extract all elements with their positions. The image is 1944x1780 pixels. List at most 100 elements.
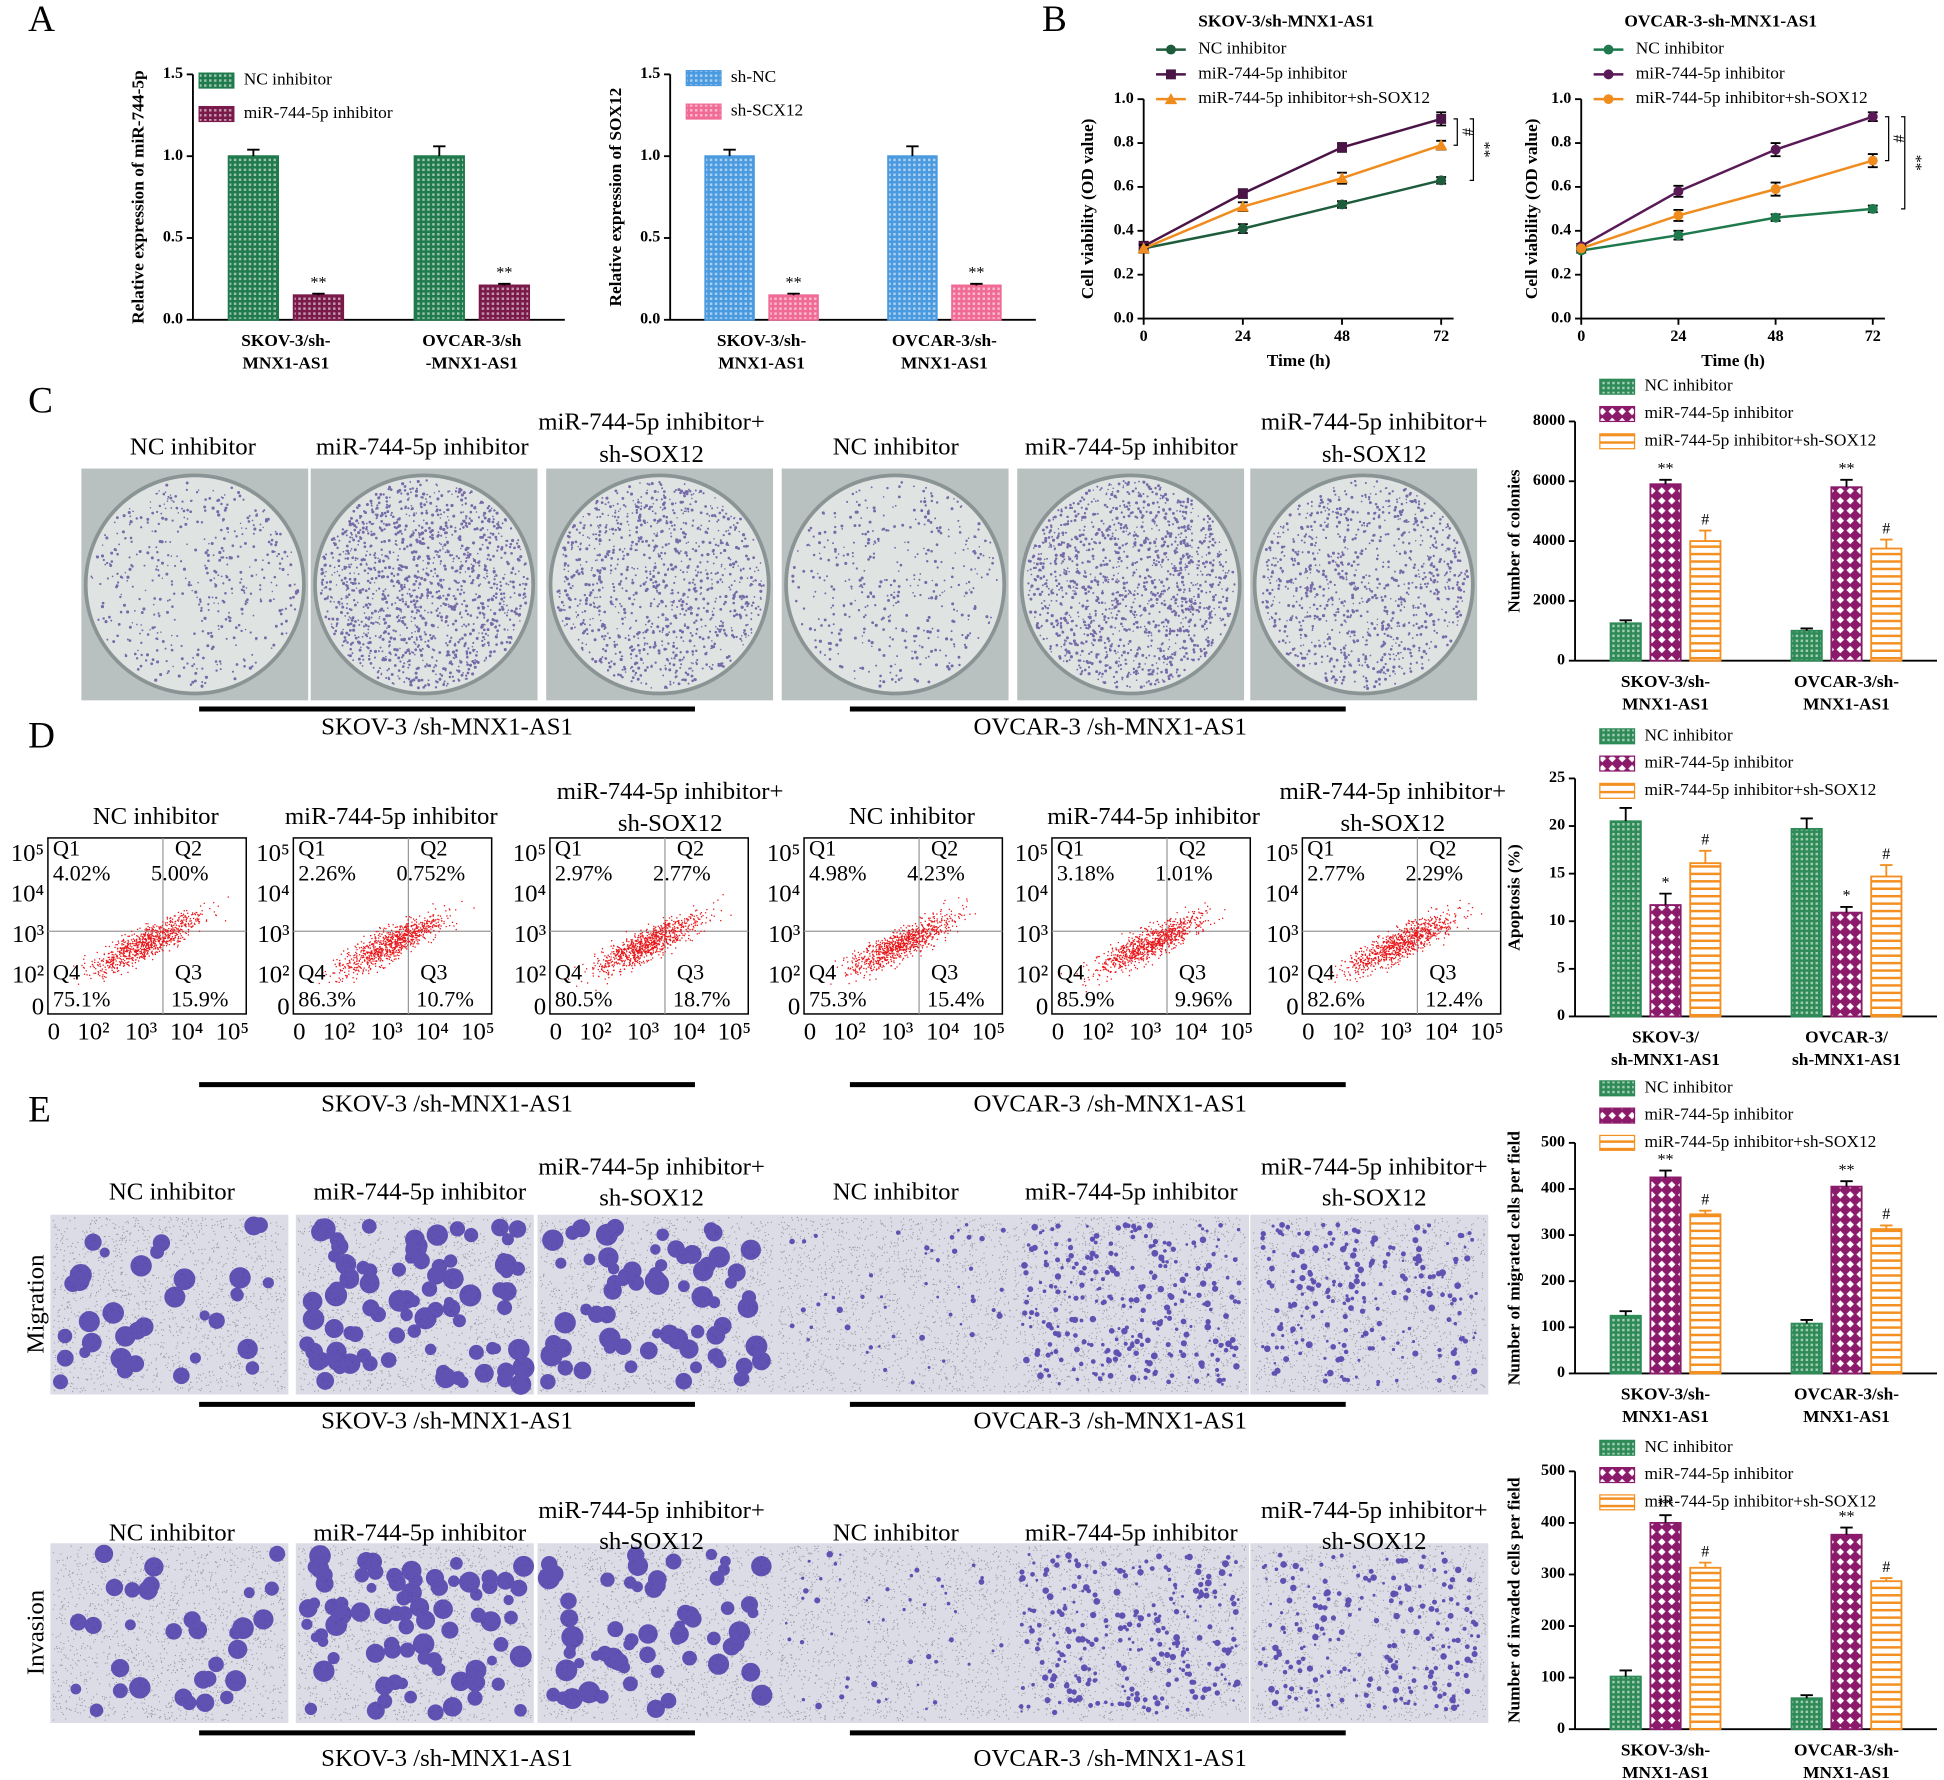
- x-tick-label: MNX1-AS1: [901, 353, 988, 372]
- y-tick-label: 0.0: [640, 311, 660, 328]
- flow-y-tick: 10²: [514, 962, 546, 989]
- bar: [1609, 622, 1642, 662]
- point: [1137, 242, 1150, 254]
- bar: [292, 294, 345, 321]
- point: [1867, 155, 1878, 166]
- x-tick-label: SKOV-3/sh-: [1621, 1740, 1711, 1759]
- error-bar: [1840, 1180, 1853, 1187]
- colonies: [319, 479, 529, 690]
- y-tick-label: 300: [1541, 1226, 1565, 1243]
- bar: [1689, 540, 1722, 662]
- error-bar: [1699, 849, 1712, 864]
- x-tick-label: OVCAR-3/sh-: [1794, 672, 1899, 691]
- flow-x-tick: 10⁵: [972, 1018, 1005, 1045]
- legend-label: sh-NC: [731, 67, 776, 86]
- bar: [478, 284, 531, 321]
- flow-x-tick: 10²: [1332, 1018, 1364, 1045]
- x-tick-label: 48: [1768, 328, 1784, 345]
- quadrant-label: Q2: [677, 835, 704, 860]
- legend-label: miR-744-5p inhibitor+sh-SOX12: [1644, 780, 1876, 799]
- quadrant-label: Q1: [1057, 835, 1084, 860]
- legend-label: NC inhibitor: [1644, 1437, 1732, 1456]
- flow-x-tick: 10⁵: [1220, 1018, 1253, 1045]
- flow-y-tick: 10⁴: [1015, 881, 1048, 908]
- significance: **: [786, 274, 802, 291]
- error-bar: [1659, 892, 1672, 906]
- events: [318, 900, 475, 985]
- flow-y-tick: 10⁵: [11, 840, 44, 867]
- legend-swatch: [685, 70, 722, 87]
- cells: [52, 1216, 274, 1390]
- error-bar: [1880, 1224, 1893, 1230]
- x-tick-label: MNX1-AS1: [718, 353, 805, 372]
- condition-label: sh-SOX12: [1322, 441, 1427, 468]
- y-tick-label: 0.6: [1551, 178, 1571, 195]
- legend-swatch: [1599, 1107, 1636, 1124]
- y-tick-label: 0: [1557, 1720, 1565, 1737]
- legend-label: NC inhibitor: [1636, 39, 1724, 58]
- flow-y-tick: 10⁴: [513, 881, 546, 908]
- quadrant-label: Q4: [53, 959, 80, 984]
- legend-label: miR-744-5p inhibitor: [1636, 63, 1785, 82]
- y-tick-label: 20: [1549, 817, 1565, 834]
- legend-marker: [1164, 92, 1178, 105]
- flow-y-tick: 10⁵: [513, 840, 546, 867]
- y-tick-label: 5: [1557, 960, 1565, 977]
- x-tick-label: 0: [1140, 328, 1148, 345]
- bar: [1790, 1697, 1823, 1731]
- flow-y-tick: 10⁵: [256, 840, 289, 867]
- legend-swatch: [1599, 728, 1636, 745]
- y-axis-label: Number of invaded cells per field: [1505, 1477, 1524, 1723]
- significance: *: [1661, 874, 1669, 891]
- y-tick-label: 0.0: [163, 311, 183, 328]
- flow-x-tick: 10⁴: [170, 1018, 203, 1045]
- bar: [1870, 1580, 1903, 1731]
- flow-y-tick: 0: [277, 993, 289, 1020]
- y-tick-label: 10: [1549, 912, 1565, 929]
- y-tick-label: 0.4: [1114, 222, 1134, 239]
- flow-y-tick: 10³: [1016, 921, 1048, 948]
- bar: [768, 294, 819, 321]
- pores: [539, 1545, 774, 1721]
- significance: #: [1882, 846, 1890, 863]
- error-bar: [312, 292, 325, 296]
- condition-label: miR-744-5p inhibitor+: [557, 778, 784, 805]
- flow-x-tick: 10⁴: [672, 1018, 705, 1045]
- y-tick-label: 25: [1549, 769, 1565, 786]
- quadrant-percent: 3.18%: [1057, 860, 1115, 885]
- y-tick-label: 300: [1541, 1565, 1565, 1582]
- y-axis-label: Number of colonies: [1505, 469, 1524, 612]
- y-tick-label: 0.4: [1551, 222, 1571, 239]
- condition-label: miR-744-5p inhibitor+: [1279, 778, 1506, 805]
- events: [1328, 899, 1483, 983]
- error-bar: [1699, 529, 1712, 542]
- quadrant-label: Q2: [1429, 835, 1456, 860]
- quadrant-label: Q1: [1307, 835, 1334, 860]
- significance: **: [1838, 461, 1854, 478]
- legend-label: miR-744-5p inhibitor: [1198, 63, 1347, 82]
- quadrant-percent: 75.3%: [809, 987, 867, 1012]
- group-label: OVCAR-3 /sh-MNX1-AS1: [974, 1408, 1247, 1435]
- flow-x-tick: 10²: [834, 1018, 866, 1045]
- point: [1576, 243, 1587, 254]
- x-tick-label: 72: [1865, 328, 1881, 345]
- panel-label: E: [28, 1090, 51, 1131]
- y-tick-label: 2000: [1533, 592, 1565, 609]
- condition-label: miR-744-5p inhibitor+: [538, 1497, 765, 1524]
- legend-label: miR-744-5p inhibitor+sh-SOX12: [1644, 1132, 1876, 1151]
- bracket: [1884, 116, 1890, 162]
- x-tick-label: SKOV-3/sh-: [1621, 1385, 1711, 1404]
- events: [73, 896, 230, 985]
- condition-label: miR-744-5p inhibitor: [1047, 803, 1260, 830]
- y-axis-label: Apoptosis (%): [1505, 844, 1524, 951]
- condition-label: NC inhibitor: [833, 1519, 960, 1546]
- x-tick-label: MNX1-AS1: [243, 353, 330, 372]
- flow-y-tick: 10³: [12, 921, 44, 948]
- significance: **: [1657, 461, 1673, 478]
- pores: [1013, 1216, 1248, 1393]
- quadrant-label: Q2: [175, 835, 202, 860]
- flow-y-tick: 10⁵: [767, 840, 800, 867]
- condition-label: NC inhibitor: [130, 433, 257, 460]
- quadrant-label: Q4: [555, 959, 582, 984]
- error-bar: [498, 282, 511, 286]
